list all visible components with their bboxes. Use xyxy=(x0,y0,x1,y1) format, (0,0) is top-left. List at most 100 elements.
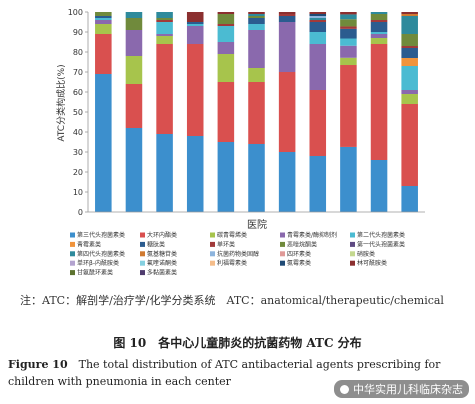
bar-segment xyxy=(401,46,418,48)
legend-swatch xyxy=(350,241,355,247)
wechat-icon xyxy=(340,385,349,394)
bars xyxy=(95,12,418,212)
legend-label: 四环素类 xyxy=(287,250,311,258)
bar-segment xyxy=(309,156,327,212)
y-tick-label: 20 xyxy=(73,168,83,177)
legend-label: 恶唑烷酮类 xyxy=(287,240,317,248)
bar-segment xyxy=(340,45,357,58)
bar-segment xyxy=(401,104,418,186)
legend-item: 糖肽类 xyxy=(140,240,165,248)
bar-segment xyxy=(95,34,112,74)
bar-segment xyxy=(248,82,265,144)
bar-segment xyxy=(309,16,327,18)
legend-swatch xyxy=(210,241,215,247)
bar-segment xyxy=(248,18,265,24)
bar-segment xyxy=(401,66,418,90)
y-tick-label: 90 xyxy=(73,28,83,37)
bar-segment xyxy=(278,72,296,152)
bar-segment xyxy=(125,128,143,212)
legend-label: 氟喹诺酮类 xyxy=(147,259,177,267)
bar-segment xyxy=(340,26,357,29)
legend-label: 第二代头孢菌素类 xyxy=(357,231,405,239)
bar-segment xyxy=(186,24,204,26)
bar-segment xyxy=(370,20,388,22)
legend-swatch xyxy=(140,260,145,266)
bar-segment xyxy=(125,84,143,128)
legend-swatch xyxy=(70,241,75,247)
legend-label: 第四代头孢菌素类 xyxy=(77,250,125,258)
bar-segment xyxy=(278,22,296,72)
figure-label: Figure 10 xyxy=(8,358,68,371)
stacked-bar-chart: 0 10 20 30 40 50 60 70 80 90 100 ATC分类构成比(%) 医院 第三… xyxy=(55,8,425,277)
bar-segment xyxy=(401,186,418,212)
bar-segment xyxy=(156,134,173,212)
legend-item: 青霉素类/酶抑制剂 xyxy=(280,231,337,239)
bar-segment xyxy=(186,12,204,22)
bar-segment xyxy=(340,12,357,15)
legend-item: 四环素类 xyxy=(280,250,311,258)
bar-segment xyxy=(186,136,204,212)
figure-note: 注：ATC：解剖学/治疗学/化学分类系统 ATC：anatomical/ther… xyxy=(20,294,444,307)
y-tick-label: 10 xyxy=(73,188,83,197)
bar-segment xyxy=(95,20,112,24)
legend-label: 抗菌药物类固醇 xyxy=(217,250,259,258)
legend-item: 单环类 xyxy=(210,240,235,248)
bar-segment xyxy=(401,48,418,58)
legend-item: 氨基糖苷类 xyxy=(140,250,177,258)
bar-segment xyxy=(156,18,173,20)
legend-label: 青霉素类 xyxy=(77,240,101,248)
legend-swatch xyxy=(140,241,145,247)
legend-label: 碳青霉烯类 xyxy=(217,231,247,239)
legend-item: 单环β-内酰胺类 xyxy=(70,259,119,267)
legend-label: 单环β-内酰胺类 xyxy=(77,259,119,267)
legend-label: 利福霉素类 xyxy=(217,259,247,267)
bar-segment xyxy=(401,12,418,14)
legend-item: 第二代头孢菌素类 xyxy=(350,231,405,239)
bar-segment xyxy=(186,22,204,24)
legend-swatch xyxy=(280,232,285,238)
legend-item: 恶唑烷酮类 xyxy=(280,240,317,248)
legend-item: 青霉素类 xyxy=(70,240,101,248)
y-axis-label: ATC分类构成比(%) xyxy=(55,64,67,141)
bar-segment xyxy=(401,58,418,66)
figure-caption-en: Figure 10 The total distribution of ATC … xyxy=(8,356,470,390)
bar-segment xyxy=(370,160,388,212)
bar-segment xyxy=(340,28,357,39)
legend-item: 大环内酯类 xyxy=(140,231,177,239)
legend-swatch xyxy=(350,260,355,266)
legend-item: 第一代头孢菌素类 xyxy=(350,240,405,248)
y-tick-label: 100 xyxy=(68,8,83,17)
x-axis-label: 医院 xyxy=(247,218,267,231)
bar-segment xyxy=(217,42,235,54)
legend-label: 氨基糖苷类 xyxy=(147,250,177,258)
legend-swatch xyxy=(350,232,355,238)
y-tick-label: 60 xyxy=(73,88,83,97)
bar-segment xyxy=(156,44,173,134)
bar-segment xyxy=(248,30,265,68)
legend-swatch xyxy=(210,232,215,238)
legend-swatch xyxy=(280,241,285,247)
watermark-text: 中华实用儿科临床杂志 xyxy=(353,383,463,396)
legend-label: 第三代头孢菌素类 xyxy=(77,231,125,239)
legend-swatch xyxy=(70,251,75,257)
bar-segment xyxy=(370,22,388,32)
bar-segment xyxy=(248,144,265,212)
legend-label: 大环内酯类 xyxy=(147,231,177,239)
bar-segment xyxy=(217,54,235,82)
legend-swatch xyxy=(140,251,145,257)
bar-segment xyxy=(248,12,265,14)
legend-item: 多黏菌素类 xyxy=(140,269,177,277)
legend-swatch xyxy=(350,251,355,257)
bar-segment xyxy=(370,34,388,38)
bar-segment xyxy=(278,12,296,14)
bar-segment xyxy=(340,146,357,212)
legend-item: 碳青霉烯类 xyxy=(210,231,247,239)
legend-item: 利福霉素类 xyxy=(210,259,247,267)
y-tick-label: 70 xyxy=(73,68,83,77)
legend-item: 氟喹诺酮类 xyxy=(140,259,177,267)
bar-segment xyxy=(340,57,357,66)
figure-caption-cn: 图 10 各中心儿童肺炎的抗菌药物 ATC 分布 xyxy=(113,336,362,350)
bar-segment xyxy=(217,12,235,14)
bar-segment xyxy=(95,18,112,20)
